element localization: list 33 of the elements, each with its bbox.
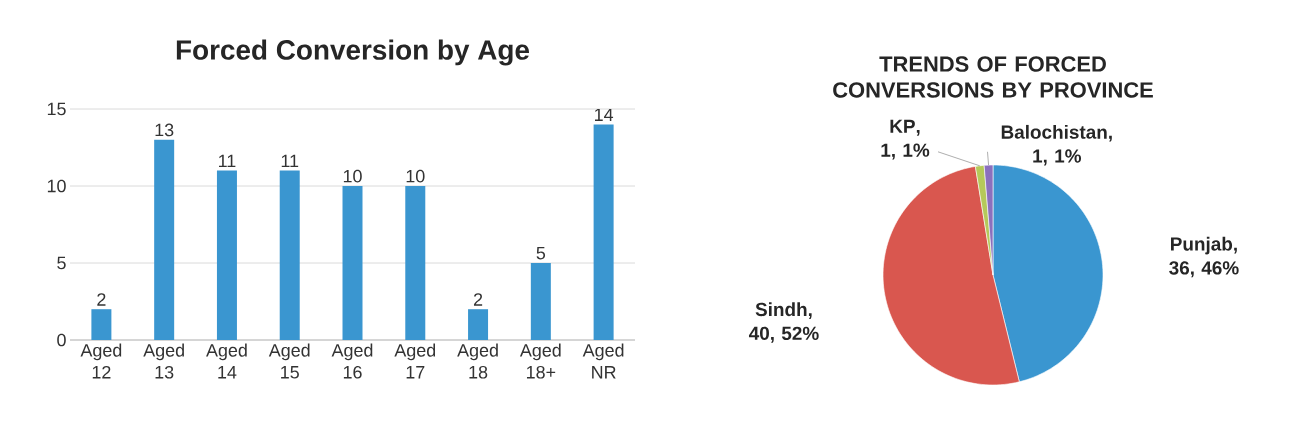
x-tick-label: Aged NR: [582, 343, 624, 379]
x-tick-label: Aged 17: [394, 343, 436, 379]
chart-title: Forced Conversion by Age: [176, 39, 530, 66]
data-label: 10: [343, 169, 362, 183]
data-label: 5: [536, 246, 546, 260]
data-label: 10: [406, 169, 425, 183]
data-label: 13: [155, 123, 174, 137]
data-label: 11: [281, 154, 299, 168]
data-label: 14: [595, 108, 614, 121]
x-tick-label: Aged 13: [143, 343, 184, 379]
bar: [530, 263, 551, 340]
x-tick-label: Aged 12: [80, 343, 122, 379]
x-tick-label: Aged 18: [457, 343, 498, 379]
bar: [154, 139, 175, 340]
bar: [405, 186, 426, 340]
x-tick-label: Aged 18+: [519, 343, 561, 379]
bar: [216, 170, 237, 340]
bar: [279, 170, 300, 340]
data-label: 11: [219, 154, 236, 168]
bar: [342, 186, 363, 340]
bar: [468, 309, 489, 340]
x-tick-label: Aged 16: [331, 343, 373, 379]
bar: [91, 309, 112, 340]
data-label: 2: [473, 293, 483, 306]
x-tick-label: Aged 15: [268, 343, 310, 379]
y-tick-label: 10: [47, 179, 66, 193]
x-tick-label: Aged 14: [206, 343, 247, 379]
y-tick-label: 15: [47, 102, 66, 116]
bar: [593, 124, 614, 340]
y-tick-label: 0: [57, 333, 66, 347]
chart-title: TRENDS OF FORCED CONVERSIONS BY PROVINCE: [833, 56, 1153, 98]
data-label: 2: [97, 293, 106, 306]
y-tick-label: 5: [57, 256, 66, 270]
